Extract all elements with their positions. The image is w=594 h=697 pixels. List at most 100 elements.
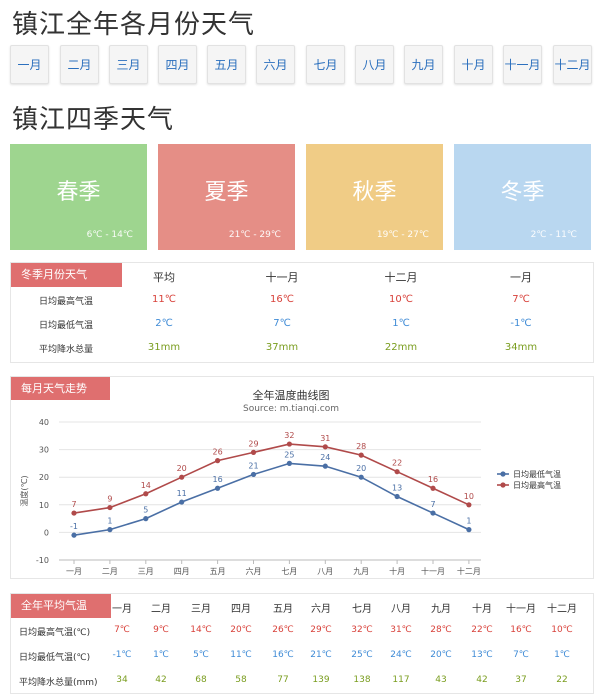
annual-row-label: 日均最高气温(℃) bbox=[19, 628, 91, 638]
annual-cell: 34 bbox=[116, 675, 128, 685]
annual-cell: 10℃ bbox=[551, 625, 573, 635]
winter-cell: 37mm bbox=[265, 342, 299, 353]
winter-cell: 11℃ bbox=[152, 294, 176, 305]
annual-cell: 31℃ bbox=[390, 625, 412, 635]
data-label: 20 bbox=[177, 464, 187, 473]
month-button-1[interactable]: 一月 bbox=[10, 45, 49, 84]
annual-cell: 1℃ bbox=[554, 650, 570, 660]
data-point bbox=[286, 441, 292, 447]
month-button-3[interactable]: 三月 bbox=[109, 45, 148, 84]
data-point bbox=[71, 532, 77, 538]
y-tick-label: 20 bbox=[39, 473, 49, 482]
trend-chart-panel: 每月天气走势 全年温度曲线图 Source: m.tianqi.com -10 0 10… bbox=[10, 376, 594, 579]
data-point bbox=[250, 449, 257, 455]
month-button-6[interactable]: 六月 bbox=[256, 45, 295, 84]
annual-cell: 13℃ bbox=[471, 650, 493, 660]
x-tick-label: 三月 bbox=[138, 567, 154, 576]
annual-cell: 77 bbox=[277, 675, 289, 685]
month-button-5[interactable]: 五月 bbox=[207, 45, 246, 84]
series-line-1 bbox=[73, 462, 470, 536]
winter-cell: 7℃ bbox=[512, 294, 530, 305]
winter-table-tag: 冬季月份天气 bbox=[11, 263, 122, 287]
data-point bbox=[215, 458, 221, 464]
annual-cell: 58 bbox=[235, 675, 247, 685]
temperature-line-chart: 全年温度曲线图 Source: m.tianqi.com -10 0 10 20 30 40 温… bbox=[19, 388, 561, 576]
winter-cell: 10℃ bbox=[389, 294, 413, 305]
month-button-2[interactable]: 二月 bbox=[60, 45, 99, 84]
winter-row-label: 日均最低气温 bbox=[39, 321, 94, 331]
annual-cell: 26℃ bbox=[272, 625, 294, 635]
winter-row-label: 平均降水总量 bbox=[39, 345, 94, 355]
month-button-4[interactable]: 四月 bbox=[158, 45, 197, 84]
chart-title: 全年温度曲线图 bbox=[253, 388, 330, 402]
annual-col-header: 一月 bbox=[112, 604, 132, 615]
season-card-1[interactable]: 春季 6℃ - 14℃ bbox=[10, 144, 147, 250]
y-tick-label: 30 bbox=[39, 446, 49, 455]
month-button-9[interactable]: 九月 bbox=[404, 45, 443, 84]
season-name: 秋季 bbox=[352, 180, 397, 205]
annual-cell: 29℃ bbox=[310, 625, 332, 635]
month-button-12[interactable]: 十二月 bbox=[553, 45, 592, 84]
data-label: 13 bbox=[392, 484, 402, 493]
data-label: 29 bbox=[248, 439, 258, 448]
season-name: 冬季 bbox=[500, 180, 545, 205]
data-label: 9 bbox=[107, 495, 112, 504]
data-label: 16 bbox=[428, 475, 438, 484]
annual-cell: 16℃ bbox=[272, 650, 294, 660]
annual-cell: 5℃ bbox=[193, 650, 209, 660]
annual-cell: 68 bbox=[195, 675, 207, 685]
month-button-11[interactable]: 十一月 bbox=[503, 45, 542, 84]
data-point bbox=[322, 463, 328, 469]
annual-cell: 11℃ bbox=[230, 650, 252, 660]
y-tick-label: -10 bbox=[36, 556, 49, 565]
season-temp-range: 21℃ - 29℃ bbox=[228, 230, 281, 240]
annual-cell: 20℃ bbox=[230, 625, 252, 635]
x-tick-label: 二月 bbox=[102, 567, 118, 576]
season-card-4[interactable]: 冬季 2℃ - 11℃ bbox=[454, 144, 591, 250]
x-tick-label: 七月 bbox=[281, 567, 297, 576]
x-tick-label: 一月 bbox=[66, 567, 82, 576]
annual-table-tag: 全年平均气温 bbox=[11, 594, 111, 618]
season-temp-range: 19℃ - 27℃ bbox=[376, 230, 429, 240]
data-point bbox=[179, 474, 185, 480]
winter-cell: 22mm bbox=[384, 342, 418, 353]
page-title-seasons: 镇江四季天气 bbox=[12, 105, 175, 135]
data-point bbox=[394, 493, 400, 500]
winter-table: 冬季月份天气 平均 十一月 十二月 一月 日均最高气温 11℃ 16℃ 10℃ 7℃ 日均最低气温… bbox=[10, 262, 594, 363]
x-tick-label: 十一月 bbox=[421, 566, 445, 576]
data-point bbox=[143, 516, 149, 522]
annual-col-header: 十一月 bbox=[506, 604, 536, 615]
legend-marker bbox=[500, 471, 506, 477]
annual-cell: 20℃ bbox=[430, 650, 452, 660]
season-name: 夏季 bbox=[204, 180, 249, 205]
annual-cell: 7℃ bbox=[513, 650, 529, 660]
annual-row-label: 日均最低气温(℃) bbox=[19, 653, 91, 663]
month-button-10[interactable]: 十月 bbox=[454, 45, 493, 84]
month-button-8[interactable]: 八月 bbox=[355, 45, 394, 84]
month-button-7[interactable]: 七月 bbox=[306, 45, 345, 84]
winter-cell: 7℃ bbox=[273, 318, 291, 329]
annual-col-header: 八月 bbox=[391, 604, 411, 615]
annual-cell: 22 bbox=[556, 675, 568, 685]
data-point bbox=[358, 474, 364, 480]
annual-col-header: 九月 bbox=[431, 604, 451, 615]
data-point bbox=[250, 471, 257, 478]
season-card-3[interactable]: 秋季 19℃ - 27℃ bbox=[306, 144, 443, 250]
data-label: 14 bbox=[141, 481, 151, 490]
data-label: 7 bbox=[430, 500, 435, 509]
data-label: 21 bbox=[248, 461, 258, 470]
data-point bbox=[215, 485, 221, 491]
annual-cell: 42 bbox=[476, 675, 488, 685]
winter-cell: -1℃ bbox=[510, 318, 532, 329]
winter-col-header: 十一月 bbox=[265, 271, 299, 284]
annual-col-header: 十二月 bbox=[547, 604, 577, 615]
annual-col-header: 十月 bbox=[472, 604, 492, 615]
annual-cell: 32℃ bbox=[351, 625, 373, 635]
legend-label: 日均最低气温 bbox=[513, 469, 561, 479]
y-axis-label: 温度(℃) bbox=[19, 475, 29, 506]
data-point bbox=[143, 491, 149, 497]
annual-cell: -1℃ bbox=[112, 650, 132, 660]
trend-tag: 每月天气走势 bbox=[11, 377, 110, 400]
season-card-2[interactable]: 夏季 21℃ - 29℃ bbox=[158, 144, 295, 250]
data-point bbox=[179, 499, 185, 505]
